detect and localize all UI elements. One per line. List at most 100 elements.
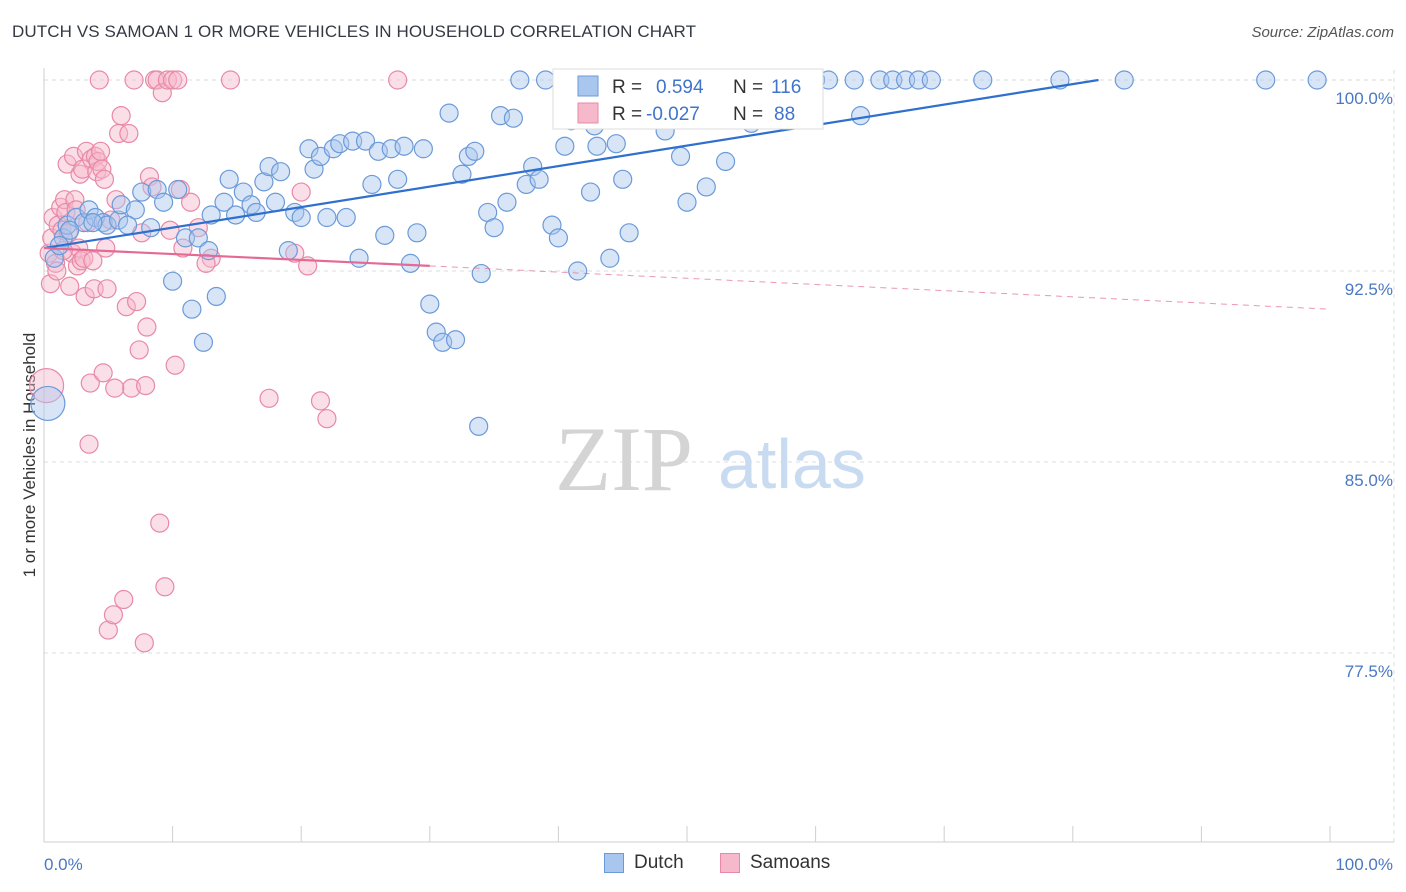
- samoan-point: [57, 154, 77, 174]
- dutch-point: [413, 139, 433, 159]
- bottom-legend-swatch-dutch: [604, 853, 624, 873]
- chart-title: DUTCH VS SAMOAN 1 OR MORE VEHICLES IN HO…: [12, 22, 697, 41]
- dutch-point: [580, 182, 601, 202]
- samoan-point: [310, 391, 331, 411]
- watermark-atlas: atlas: [718, 425, 866, 503]
- dutch-point: [362, 174, 382, 195]
- samoan-point: [201, 248, 221, 268]
- dutch-point: [153, 192, 174, 212]
- dutch-point: [60, 220, 80, 240]
- dutch-point: [323, 139, 343, 159]
- dutch-point: [317, 207, 337, 228]
- dutch-point: [568, 261, 588, 281]
- dutch-point: [613, 169, 633, 189]
- dutch-point: [426, 322, 446, 342]
- dutch-point: [715, 151, 736, 172]
- samoan-point: [79, 434, 99, 454]
- dutch-point: [407, 223, 427, 243]
- dutch-point: [619, 223, 639, 243]
- dutch-point: [1307, 70, 1327, 90]
- dutch-point: [535, 70, 556, 90]
- dutch-point: [226, 205, 246, 225]
- samoan-point: [388, 70, 408, 90]
- dutch-point: [921, 70, 941, 90]
- legend-n-value-samoan: 88: [774, 104, 795, 125]
- samoan-point: [119, 123, 139, 144]
- samoan-trendline: [43, 246, 430, 268]
- trendlines: [43, 78, 1331, 310]
- y-tick-label: 92.5%: [1345, 280, 1393, 299]
- dutch-point: [1256, 70, 1276, 90]
- dutch-point: [452, 164, 472, 184]
- legend-swatch-samoan: [577, 102, 599, 124]
- x-tick-label: 0.0%: [44, 855, 83, 874]
- dutch-point: [375, 225, 395, 245]
- legend-r-label-dutch: R =: [612, 77, 642, 98]
- dutch-point: [458, 146, 478, 166]
- samoan-point: [96, 238, 116, 258]
- legend-n-value-dutch: 116: [771, 77, 801, 98]
- y-tick-label: 77.5%: [1345, 662, 1393, 681]
- dutch-point: [291, 207, 311, 228]
- samoan-point: [291, 182, 311, 202]
- samoan-point: [126, 291, 147, 312]
- dutch-point: [111, 195, 131, 215]
- samoan-point: [259, 388, 279, 408]
- x-tick-label: 100.0%: [1335, 855, 1393, 874]
- bottom-legend-label-samoans: Samoans: [750, 852, 831, 873]
- samoan-point: [165, 355, 185, 375]
- samoan-point: [97, 279, 117, 299]
- dutch-point: [83, 213, 103, 233]
- samoan-point: [181, 192, 201, 212]
- samoan-point: [83, 251, 103, 271]
- dutch-point: [851, 106, 871, 126]
- dutch-point: [844, 70, 864, 90]
- bottom-legend-label-dutch: Dutch: [634, 852, 684, 873]
- dutch-point: [30, 385, 66, 422]
- dutch-point: [271, 162, 291, 182]
- samoan-points: [28, 70, 408, 653]
- samoan-point: [150, 513, 170, 533]
- bottom-legend-samoans: Samoans: [720, 852, 830, 874]
- samoan-point: [124, 70, 144, 90]
- dutch-point: [394, 136, 414, 156]
- samoan-point: [98, 620, 118, 640]
- dutch-point: [400, 253, 421, 273]
- samoan-point: [134, 633, 154, 653]
- dutch-point: [132, 182, 152, 202]
- samoan-point: [317, 409, 337, 429]
- samoan-point: [147, 70, 167, 90]
- dutch-point: [439, 103, 459, 123]
- dutch-point: [445, 330, 466, 350]
- dutch-point: [696, 177, 716, 197]
- dutch-point: [188, 228, 208, 248]
- samoan-point: [106, 190, 126, 210]
- dutch-point: [79, 200, 99, 220]
- dutch-point: [555, 136, 575, 156]
- dutch-point: [420, 294, 440, 314]
- samoan-point: [94, 169, 115, 189]
- dutch-point: [548, 228, 569, 248]
- bottom-legend-swatch-samoans: [720, 853, 740, 873]
- y-tick-label: 100.0%: [1335, 89, 1393, 108]
- dutch-point: [388, 169, 408, 189]
- dutch-point: [529, 169, 549, 189]
- samoan-point: [121, 378, 142, 398]
- samoan-point: [28, 368, 65, 404]
- legend-n-label-dutch: N =: [733, 77, 763, 98]
- samoan-point: [90, 141, 111, 161]
- legend: R = 0.594 N = 116 R = -0.027 N = 88: [552, 68, 824, 130]
- samoan-point: [137, 317, 157, 337]
- dutch-point: [117, 215, 138, 235]
- source-label: Source: ZipAtlas.com: [1251, 24, 1394, 41]
- legend-r-label-samoan: R =: [612, 104, 642, 125]
- dutch-point: [973, 70, 993, 90]
- samoan-point: [105, 378, 125, 398]
- dutch-point: [1114, 70, 1134, 90]
- dutch-point: [108, 210, 129, 230]
- samoan-point: [116, 297, 136, 317]
- samoan-point: [157, 70, 178, 90]
- dutch-point: [168, 179, 188, 200]
- dutch-point: [510, 70, 530, 90]
